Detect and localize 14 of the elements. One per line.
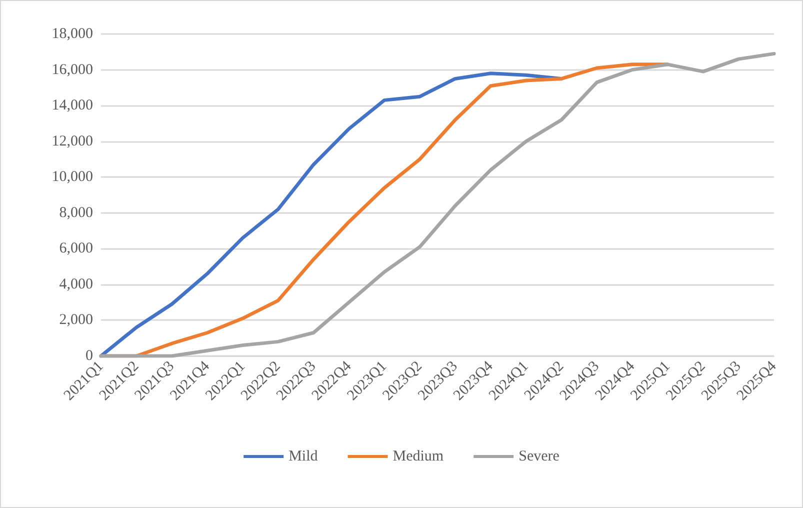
legend-label: Severe: [518, 448, 560, 464]
y-tick-label: 0: [86, 348, 93, 364]
y-tick-label: 2,000: [59, 312, 93, 328]
y-tick-label: 12,000: [52, 133, 93, 150]
y-tick-label: 18,000: [52, 26, 93, 42]
y-tick-label: 8,000: [59, 204, 93, 221]
legend-label: Medium: [392, 448, 444, 464]
y-tick-label: 16,000: [52, 62, 93, 78]
y-tick-label: 10,000: [52, 169, 93, 186]
y-tick-label: 14,000: [52, 98, 93, 114]
y-tick-label: 6,000: [59, 240, 93, 257]
legend-label: Mild: [288, 448, 318, 464]
y-tick-label: 4,000: [59, 276, 93, 292]
line-series: [99, 52, 776, 358]
